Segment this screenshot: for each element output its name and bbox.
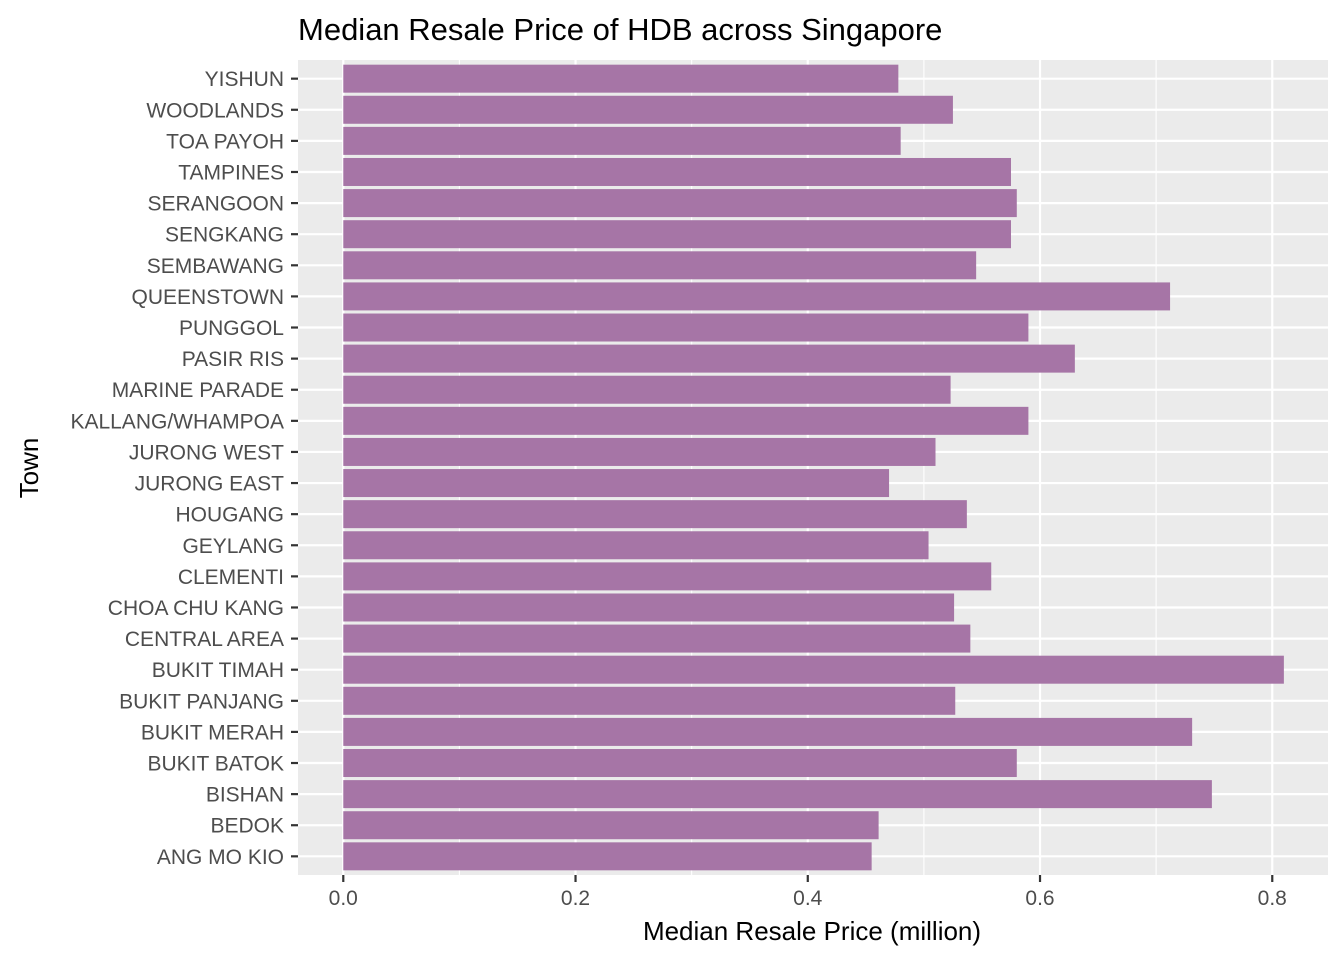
bar-hougang — [343, 500, 967, 529]
y-tick-label: CHOA CHU KANG — [108, 597, 284, 620]
y-tick-label: SERANGOON — [147, 193, 284, 216]
y-axis-title: Town — [14, 438, 44, 499]
bar-clementi — [343, 562, 992, 591]
bar-kallang-whampoa — [343, 406, 1029, 435]
y-tick-label: SEMBAWANG — [147, 255, 284, 278]
y-tick-label: ANG MO KIO — [157, 846, 284, 869]
y-tick-label: JURONG EAST — [135, 473, 285, 496]
y-tick-label: WOODLANDS — [146, 99, 284, 122]
y-tick-label: BISHAN — [206, 784, 284, 807]
y-tick-label: BUKIT MERAH — [141, 721, 284, 744]
bar-toa-payoh — [343, 126, 901, 155]
bar-jurong-east — [343, 469, 890, 498]
bar-bukit-merah — [343, 717, 1193, 746]
bar-bukit-panjang — [343, 686, 956, 715]
y-tick-label: BUKIT BATOK — [147, 753, 284, 776]
bar-yishun — [343, 64, 899, 93]
x-tick-label: 0.8 — [1258, 887, 1287, 910]
bar-serangoon — [343, 189, 1017, 218]
x-axis-title: Median Resale Price (million) — [643, 916, 981, 946]
bar-queenstown — [343, 282, 1171, 311]
bar-bedok — [343, 811, 879, 840]
x-tick-label: 0.2 — [561, 887, 590, 910]
chart-title: Median Resale Price of HDB across Singap… — [298, 12, 942, 47]
y-tick-label: BUKIT PANJANG — [119, 690, 284, 713]
y-axis: ANG MO KIO BEDOK BISHAN BUKIT BATOK BUKIT ME… — [70, 68, 298, 869]
y-tick-label: BUKIT TIMAH — [152, 659, 284, 682]
bar-sembawang — [343, 251, 977, 280]
bar-tampines — [343, 157, 1011, 186]
y-tick-label: QUEENSTOWN — [132, 286, 284, 309]
y-tick-label: SENGKANG — [165, 224, 284, 247]
y-tick-label: PASIR RIS — [182, 348, 284, 371]
y-tick-label: CENTRAL AREA — [125, 628, 284, 651]
y-tick-label: YISHUN — [205, 68, 284, 91]
x-tick-label: 0.0 — [329, 887, 358, 910]
x-tick-label: 0.6 — [1025, 887, 1054, 910]
y-tick-label: MARINE PARADE — [112, 379, 284, 402]
bar-choa-chu-kang — [343, 593, 955, 622]
y-tick-label: CLEMENTI — [178, 566, 284, 589]
y-tick-label: TAMPINES — [178, 161, 284, 184]
x-axis: 0.0 0.2 0.4 0.6 0.8 — [329, 875, 1287, 910]
bar-marine-parade — [343, 375, 951, 404]
x-tick-label: 0.4 — [793, 887, 823, 910]
bar-bukit-batok — [343, 749, 1017, 778]
y-tick-label: TOA PAYOH — [166, 130, 284, 153]
y-tick-label: BEDOK — [210, 815, 284, 838]
y-tick-label: KALLANG/WHAMPOA — [70, 410, 284, 433]
bar-bukit-timah — [343, 655, 1284, 684]
bar-geylang — [343, 531, 929, 560]
y-tick-label: PUNGGOL — [179, 317, 284, 340]
bar-ang-mo-kio — [343, 842, 872, 871]
y-tick-label: HOUGANG — [175, 504, 284, 527]
y-tick-label: GEYLANG — [182, 535, 284, 558]
bar-sengkang — [343, 220, 1011, 249]
bar-central-area — [343, 624, 971, 653]
y-tick-label: JURONG WEST — [129, 441, 284, 464]
bar-woodlands — [343, 95, 953, 124]
bar-bishan — [343, 780, 1212, 809]
bars — [343, 64, 1284, 871]
bar-jurong-west — [343, 437, 936, 466]
bar-punggol — [343, 313, 1029, 342]
bar-pasir-ris — [343, 344, 1075, 373]
